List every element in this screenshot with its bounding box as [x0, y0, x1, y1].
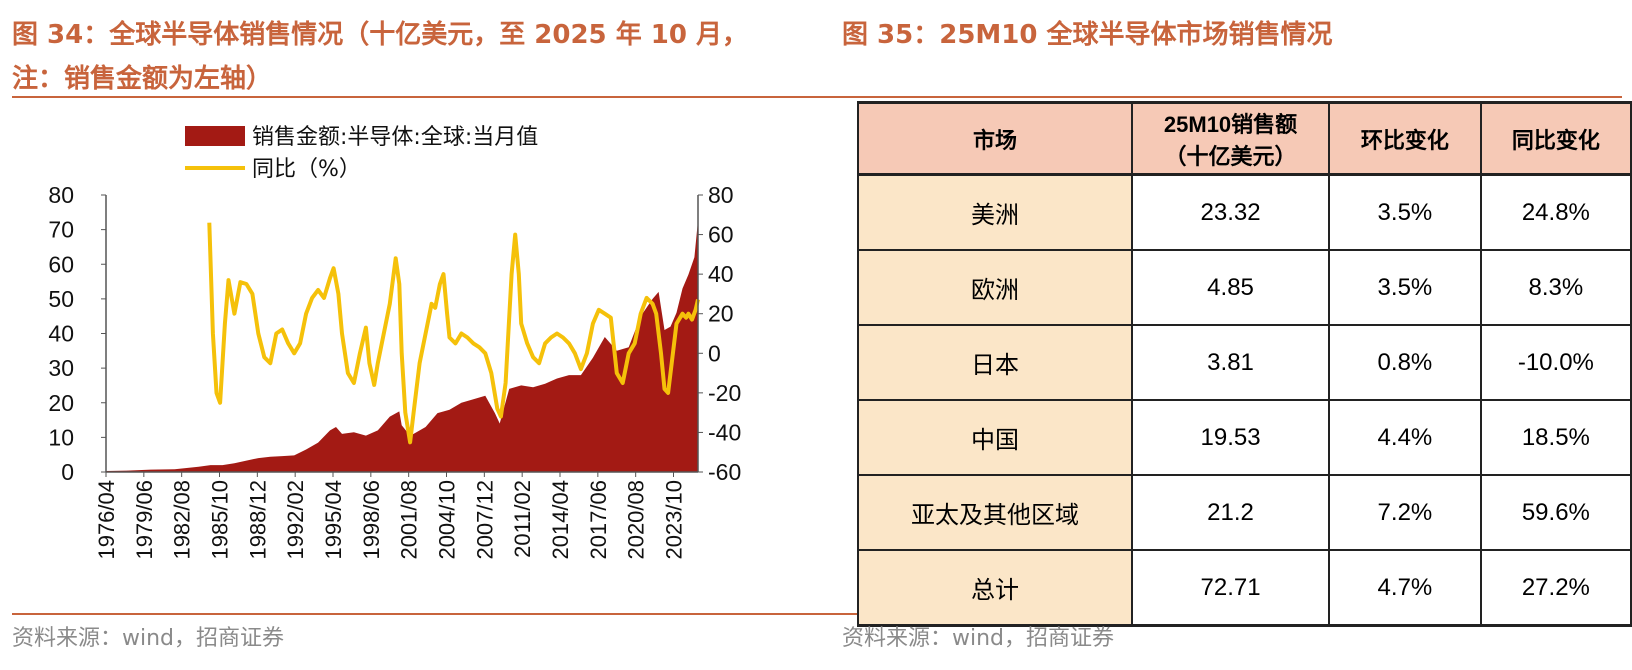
x-tick-label: 2017/06	[586, 480, 611, 560]
legend-swatch-sales	[185, 126, 245, 146]
table-row: 中国 19.53 4.4% 18.5%	[857, 399, 1632, 476]
cell-sales: 21.2	[1130, 474, 1331, 551]
source-rule	[12, 613, 1622, 615]
left-tick-label: 20	[48, 390, 74, 416]
table-row: 欧洲 4.85 3.5% 8.3%	[857, 249, 1632, 326]
left-tick-label: 10	[48, 424, 74, 450]
source-right: 资料来源：wind，招商证券	[842, 626, 1115, 651]
x-tick-label: 2007/12	[472, 480, 497, 560]
header-sales: 25M10销售额 （十亿美元）	[1130, 102, 1331, 176]
figure-35-title: 图 35：25M10 全球半导体市场销售情况	[842, 20, 1333, 50]
cell-yoy: 8.3%	[1479, 249, 1632, 326]
table-row: 美洲 23.32 3.5% 24.8%	[857, 173, 1632, 251]
yoy-line-series	[207, 222, 700, 445]
left-tick-label: 0	[61, 459, 74, 485]
right-tick-label: -40	[708, 419, 741, 445]
cell-yoy: 24.8%	[1479, 173, 1632, 251]
x-tick-label: 1992/02	[283, 480, 308, 560]
cell-mom: 4.4%	[1328, 399, 1482, 476]
header-sales-line1: 25M10销售额	[1163, 111, 1298, 137]
cell-mom: 4.7%	[1328, 549, 1482, 627]
cell-market: 中国	[857, 399, 1133, 476]
cell-mom: 3.5%	[1328, 249, 1482, 326]
cell-market: 总计	[857, 549, 1133, 627]
figure-34-title-note: 注：销售金额为左轴）	[12, 64, 273, 94]
left-tick-label: 60	[48, 251, 74, 277]
sales-area-series	[106, 220, 698, 472]
x-tick-label: 1985/10	[208, 480, 233, 560]
right-tick-label: 60	[708, 222, 734, 248]
cell-yoy: 18.5%	[1479, 399, 1632, 476]
cell-yoy: 59.6%	[1479, 474, 1632, 551]
x-tick-label: 2014/04	[548, 480, 573, 560]
x-tick-label: 1976/04	[94, 480, 119, 560]
right-tick-label: -20	[708, 380, 741, 406]
cell-sales: 72.71	[1130, 549, 1331, 627]
title-rule	[12, 96, 1622, 98]
cell-mom: 3.5%	[1328, 173, 1482, 251]
semiconductor-sales-chart: 0 10 20 30 40 50 60 70 80 -60 -40 -20 0 20 40 60 80 1976/…	[48, 125, 741, 560]
left-tick-label: 50	[48, 286, 74, 312]
x-tick-label: 2011/02	[510, 480, 535, 558]
cell-market: 欧洲	[857, 249, 1133, 326]
market-sales-table-wrap: 市场 25M10销售额 （十亿美元） 环比变化 同比变化 美洲 23.32 3.…	[857, 101, 1632, 627]
right-tick-label: 40	[708, 261, 734, 287]
x-tick-label: 1988/12	[245, 480, 270, 560]
x-tick-label: 1995/04	[321, 480, 346, 560]
source-left: 资料来源：wind，招商证券	[12, 626, 285, 651]
left-tick-label: 40	[48, 321, 74, 347]
left-tick-label: 70	[48, 217, 74, 243]
cell-sales: 19.53	[1130, 399, 1331, 476]
cell-market: 日本	[857, 324, 1133, 401]
header-market: 市场	[857, 102, 1133, 176]
header-mom: 环比变化	[1328, 102, 1482, 176]
table-row: 日本 3.81 0.8% -10.0%	[857, 324, 1632, 401]
x-tick-label: 1979/06	[132, 480, 157, 560]
right-tick-label: 80	[708, 182, 734, 208]
x-tick-label: 1998/06	[359, 480, 384, 560]
table-header-row: 市场 25M10销售额 （十亿美元） 环比变化 同比变化	[857, 102, 1632, 176]
x-tick-label: 2020/08	[624, 480, 649, 560]
x-tick-label: 1982/08	[170, 480, 195, 560]
right-tick-label: -60	[708, 459, 741, 485]
table-row: 总计 72.71 4.7% 27.2%	[857, 549, 1632, 627]
left-tick-label: 30	[48, 355, 74, 381]
x-tick-label: 2023/10	[662, 480, 687, 560]
figure-34-title: 图 34：全球半导体销售情况（十亿美元，至 2025 年 10 月，	[12, 20, 748, 50]
cell-market: 亚太及其他区域	[857, 474, 1133, 551]
left-tick-label: 80	[48, 182, 74, 208]
cell-sales: 4.85	[1130, 249, 1331, 326]
header-yoy: 同比变化	[1479, 102, 1632, 176]
right-tick-label: 0	[708, 340, 721, 366]
cell-yoy: 27.2%	[1479, 549, 1632, 627]
x-tick-label: 2004/10	[435, 480, 460, 560]
legend-label-yoy: 同比（%）	[252, 157, 361, 182]
cell-mom: 7.2%	[1328, 474, 1482, 551]
cell-market: 美洲	[857, 173, 1133, 251]
x-tick-label: 2001/08	[397, 480, 422, 560]
cell-yoy: -10.0%	[1479, 324, 1632, 401]
header-sales-line2: （十亿美元）	[1164, 143, 1297, 169]
cell-sales: 23.32	[1130, 173, 1331, 251]
table-row: 亚太及其他区域 21.2 7.2% 59.6%	[857, 474, 1632, 551]
market-sales-table: 市场 25M10销售额 （十亿美元） 环比变化 同比变化 美洲 23.32 3.…	[857, 101, 1632, 627]
cell-mom: 0.8%	[1328, 324, 1482, 401]
cell-sales: 3.81	[1130, 324, 1331, 401]
legend-label-sales: 销售金额:半导体:全球:当月值	[252, 125, 538, 150]
right-tick-label: 20	[708, 301, 734, 327]
